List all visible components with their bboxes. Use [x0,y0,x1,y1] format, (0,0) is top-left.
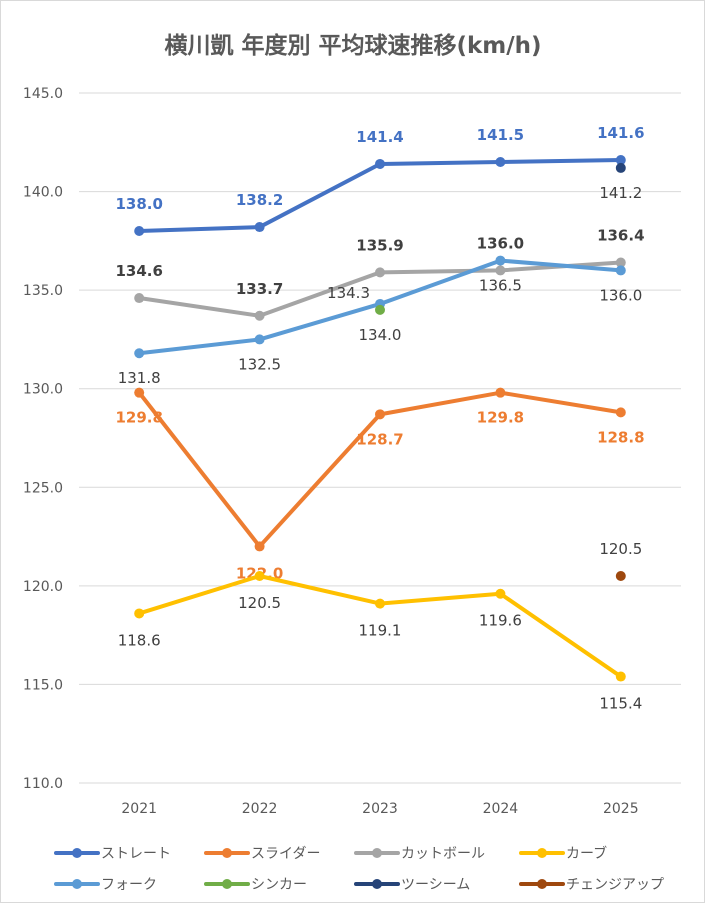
data-label: 134.3 [327,284,370,302]
data-label: 141.6 [597,124,644,142]
data-point [495,265,506,276]
y-tick-label: 130.0 [23,382,63,398]
x-tick-label: 2023 [362,801,398,817]
legend-marker [537,879,547,889]
data-point [495,255,506,266]
x-tick-label: 2022 [242,801,278,817]
data-label: 134.6 [115,262,162,280]
chart-title: 横川凱 年度別 平均球速推移(km/h) [164,32,541,59]
data-label: 136.0 [477,234,524,252]
data-label: 136.5 [479,277,522,295]
data-point [615,265,626,276]
data-point [254,541,265,552]
data-point [134,293,145,304]
data-label: 129.8 [477,409,524,427]
data-point [375,267,385,278]
legend-label: フォーク [101,877,157,893]
legend-label: スライダー [251,846,320,862]
x-tick-label: 2021 [121,801,157,817]
data-label: 115.4 [599,695,642,713]
data-label: 132.5 [238,355,281,373]
data-point [254,334,265,345]
legend-label: カーブ [566,845,607,862]
data-label: 118.6 [118,631,161,649]
data-point [254,310,265,321]
x-tick-label: 2024 [483,801,519,817]
legend-label: チェンジアップ [566,877,664,893]
data-label: 141.5 [477,126,524,144]
data-label: 138.2 [236,191,283,209]
legend-marker [72,848,82,858]
data-point [375,409,385,420]
y-tick-label: 125.0 [23,480,63,496]
legend-label: ツーシーム [401,877,470,893]
data-label: 128.7 [356,430,403,448]
x-tick-label: 2025 [603,801,639,817]
data-point [134,608,145,619]
data-label: 129.8 [115,409,162,427]
legend-marker [372,879,382,889]
data-label: 141.2 [599,184,642,202]
data-label: 119.1 [359,622,402,640]
data-label: 120.5 [238,594,281,612]
data-point [375,304,385,315]
data-label: 128.8 [597,428,644,446]
data-label: 141.4 [356,128,403,146]
y-tick-label: 115.0 [23,677,63,693]
data-point [615,671,626,682]
data-point [254,222,265,233]
data-label: 134.0 [359,326,402,344]
data-point [615,257,626,268]
data-point [495,157,506,167]
data-point [615,571,626,581]
data-label: 119.6 [479,612,522,630]
data-label: 133.7 [236,280,283,298]
data-point [134,348,145,359]
legend-label: シンカー [251,877,307,893]
data-point [615,162,626,173]
data-point [134,387,145,398]
legend-marker [537,848,547,858]
data-point [495,387,506,398]
legend-marker [372,848,382,858]
data-point [375,158,385,169]
y-tick-label: 135.0 [23,283,63,299]
series-line [139,158,621,233]
data-point [615,155,626,166]
data-label: 136.0 [599,286,642,304]
legend-marker [222,879,232,889]
y-tick-label: 140.0 [23,185,63,201]
y-tick-label: 120.0 [23,579,63,595]
data-label: 135.9 [356,236,403,254]
legend-label: ストレート [101,846,171,862]
legend-marker [222,848,232,858]
data-point [375,598,385,609]
data-label: 131.8 [118,369,161,387]
legend-marker [72,879,82,889]
y-tick-label: 110.0 [23,776,63,792]
y-tick-label: 145.0 [23,86,63,102]
data-point [254,571,265,581]
data-label: 120.5 [599,540,642,558]
data-label: 136.4 [597,227,644,245]
data-point [134,226,145,236]
data-point [615,407,626,418]
legend-label: カットボール [401,846,485,862]
data-point [495,588,506,599]
data-label: 138.0 [115,195,162,213]
